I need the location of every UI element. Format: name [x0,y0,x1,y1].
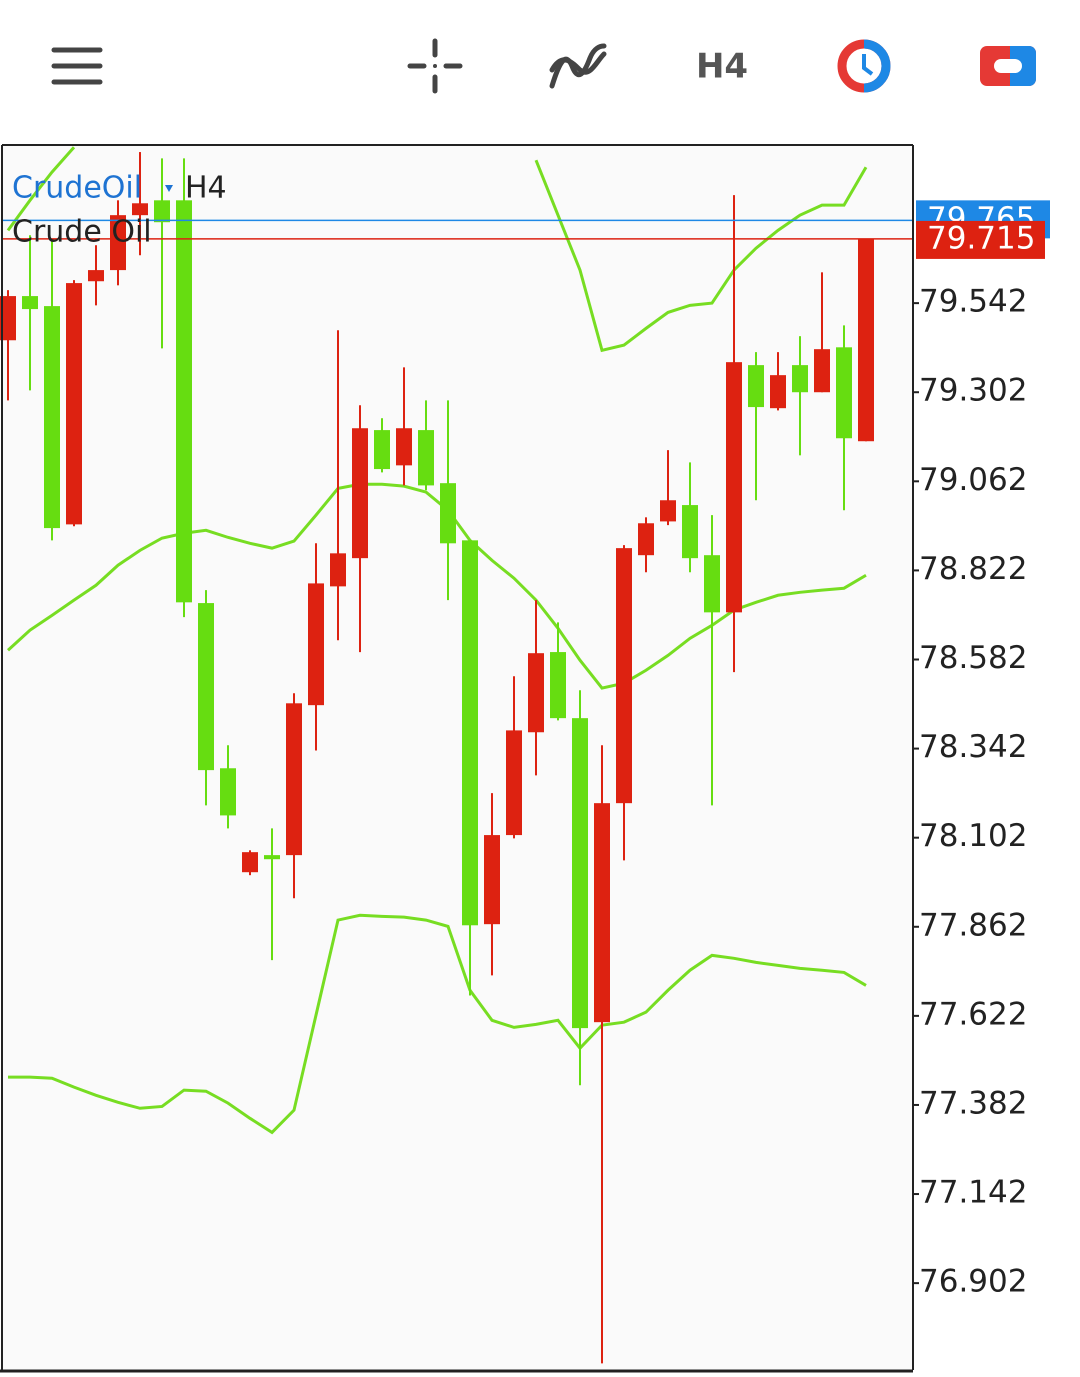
y-tick-label: 79.302 [919,373,1027,409]
candle-body [0,296,16,341]
band-line [6,482,867,690]
crosshair-button[interactable] [407,38,463,94]
candle-body [572,718,588,1029]
candle-body [770,375,786,409]
y-tick-label: 77.142 [919,1175,1027,1211]
candle-body [616,548,632,804]
candle-body [22,296,38,310]
y-tick-label: 77.622 [919,996,1027,1032]
candle-body [110,215,126,271]
candle-body [638,523,654,556]
symbol-dropdown[interactable] [165,185,173,192]
candle-body [396,428,412,466]
chart-timeframe: H4 [185,171,227,206]
candle-body [550,652,566,719]
y-tick-label: 78.102 [919,818,1027,854]
candle-body [682,505,698,559]
price-axis: 79.542 79.302 79.062 78.822 78.582 78.342 78.1… [913,200,1050,1300]
symbol-description: Crude Oil [12,215,152,250]
candle-body [44,306,60,529]
toolbar: H4 [51,38,1036,94]
indicators-button[interactable] [549,43,607,89]
y-tick-label: 77.382 [919,1085,1027,1121]
timeframe-button[interactable]: H4 [696,47,748,87]
candle-body [198,603,214,771]
candle-body [462,540,478,926]
candle-body [308,583,324,706]
band-line [6,146,868,353]
trade-button[interactable] [980,46,1036,86]
candle-body [594,803,610,1023]
candle-body [330,553,346,587]
candle-body [176,200,192,603]
candle-body [88,270,104,282]
candle-body [242,852,258,873]
candle-body [220,768,236,816]
candle-body [704,555,720,613]
y-tick-label: 78.822 [919,551,1027,587]
candle-body [528,653,544,733]
y-tick-label: 79.542 [919,284,1027,320]
band-line [8,913,867,1135]
y-tick-label: 79.062 [919,462,1027,498]
candle-body [352,428,368,559]
bid-label-box [916,220,1045,259]
candle-body [440,483,456,544]
candle-body [858,238,874,442]
candle-body [264,855,280,860]
clock-button[interactable] [837,39,891,93]
candle-body [374,430,390,470]
plot-area [2,145,913,1370]
candle-body [748,365,764,408]
menu-button[interactable] [51,47,103,85]
bid-label: 79.715 [927,220,1035,256]
candle-body [132,203,148,216]
candle-body [418,430,434,486]
candle-body [814,349,830,393]
symbol-name[interactable]: CrudeOil [12,171,142,206]
plot [0,146,913,1364]
candle-body [792,365,808,393]
candle-body [836,347,852,439]
candle-body [154,200,170,223]
y-tick-label: 77.862 [919,907,1027,943]
candle-body [506,730,522,836]
candle-body [484,835,500,925]
y-tick-label: 78.582 [919,640,1027,676]
y-tick-label: 76.902 [919,1264,1027,1300]
candle-body [660,500,676,522]
y-tick-label: 78.342 [919,729,1027,765]
candle-body [286,703,302,856]
candle-body [726,362,742,613]
candle-body [66,283,82,525]
